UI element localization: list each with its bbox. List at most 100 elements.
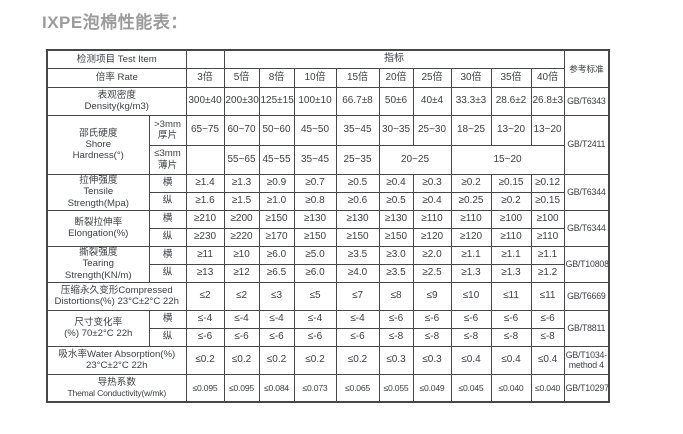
cell: ≤-8 — [490, 327, 532, 347]
label-zh: 导热系数 — [97, 377, 136, 389]
cell: ≤-6 — [185, 327, 225, 347]
cell: ≥1.4 — [185, 173, 225, 193]
cell: ≥6.0 — [293, 263, 337, 283]
cell: ≥200 — [223, 209, 260, 229]
cell: ≤0.3 — [378, 345, 414, 375]
label-en: Themal Conductivity(w/mk) — [67, 388, 167, 399]
cell-ref: GB/T1034- method 4 — [563, 345, 610, 375]
cell: 18~25 — [450, 114, 492, 146]
cell: ≤-6 — [258, 327, 295, 347]
cell: ≥10 — [223, 245, 260, 265]
cell: ≤0.073 — [293, 373, 337, 403]
cell: ≥150 — [335, 227, 380, 247]
cell: ≤0.4 — [490, 345, 532, 375]
cell: ≥210 — [185, 209, 225, 229]
cell: ≥2.0 — [412, 245, 452, 265]
label-line1: 吸水率Water Absorption(%) — [58, 348, 176, 360]
cell: ≤0.095 — [223, 373, 260, 403]
header-rate-40x: 40倍 — [530, 67, 565, 88]
cell: ≥3.0 — [378, 245, 414, 265]
cell: 125±15 — [258, 86, 295, 116]
cell: ≥170 — [258, 227, 295, 247]
cell: ≤0.4 — [530, 345, 565, 375]
cell: ≤2 — [185, 281, 225, 311]
cell: ≤-4 — [293, 309, 337, 329]
header-rate-30x: 30倍 — [450, 67, 492, 88]
row-label-tearing: 撕裂强度 Tearing Strength(KN/m) — [46, 245, 150, 283]
label-zh: 拉伸强度 — [79, 175, 118, 187]
cell: 300±40 — [185, 86, 225, 116]
cell: ≤-6 — [293, 327, 337, 347]
label-en: Strength(KN/m) — [64, 269, 132, 281]
label-line2: Distortions(%) 23°C±2°C 22h — [54, 296, 179, 307]
cell: ≤-6 — [530, 309, 565, 329]
cell: ≤-6 — [412, 309, 452, 329]
cell: ≥1.3 — [490, 263, 532, 283]
cell: ≤-6 — [335, 327, 380, 347]
label-en: Strength(Mpa) — [67, 197, 129, 209]
cell: 200±30 — [223, 86, 260, 116]
cell: ≤0.4 — [450, 345, 492, 375]
cell: ≤-6 — [450, 309, 492, 329]
cell: ≥1.2 — [530, 263, 565, 283]
header-test-item: 检测项目 Test Item — [46, 49, 187, 69]
label-en: Tensile — [83, 186, 114, 198]
cell: 25~30 — [412, 114, 452, 146]
cell: ≥110 — [412, 209, 452, 229]
cell: ≥0.5 — [335, 173, 380, 193]
page-title: IXPE泡棉性能表： — [42, 13, 188, 32]
sub-label-horizontal: 横 — [148, 173, 187, 193]
header-rate-35x: 35倍 — [490, 67, 532, 88]
cell-ref: GB/T10808 — [563, 245, 610, 283]
cell: ≤11 — [490, 281, 532, 311]
header-rate: 倍率 Rate — [46, 67, 187, 88]
cell: 33.3±3 — [450, 86, 492, 116]
table-row-tensile-v: 纵 ≥1.6 ≥1.5 ≥1.0 ≥0.8 ≥0.6 ≥0.5 ≥0.4 ≥0.… — [47, 191, 609, 211]
cell: ≤0.2 — [223, 345, 260, 375]
row-label-hardness: 邵氏硬度 Shore Hardness(°) — [46, 114, 150, 175]
cell: ≥1.3 — [450, 263, 492, 283]
cell: ≥1.1 — [490, 245, 532, 265]
cell: ≥110 — [490, 227, 532, 247]
cell: 25~35 — [335, 144, 380, 175]
cell: ≤-8 — [412, 327, 452, 347]
cell: ≤-4 — [185, 309, 225, 329]
cell: ≤0.045 — [450, 373, 492, 403]
cell-empty — [185, 49, 225, 69]
cell: ≥12 — [223, 263, 260, 283]
cell: ≥1.1 — [530, 245, 565, 265]
cell: ≤0.2 — [335, 345, 380, 375]
cell: ≥6.5 — [258, 263, 295, 283]
cell: ≤0.055 — [378, 373, 414, 403]
cell: ≥0.8 — [293, 191, 337, 211]
cell: ≤-6 — [223, 327, 260, 347]
cell: ≥3.5 — [378, 263, 414, 283]
cell: 13~20 — [530, 114, 565, 146]
cell: ≥0.9 — [258, 173, 295, 193]
cell: ≥130 — [335, 209, 380, 229]
label-zh: 表观密度 — [97, 89, 136, 101]
row-label-density: 表观密度 Density(kg/m3) — [46, 86, 187, 116]
cell: ≥0.7 — [293, 173, 337, 193]
table-row-tensile-h: 拉伸强度 Tensile Strength(Mpa) 横 ≥1.4 ≥1.3 ≥… — [46, 173, 610, 211]
sub-label-horizontal: 横 — [148, 245, 187, 265]
cell-ref: GB/T6344 — [563, 209, 610, 247]
cell-merged: 15~20 — [450, 144, 565, 175]
cell: ≤0.095 — [185, 373, 225, 403]
cell: ≥110 — [530, 227, 565, 247]
cell: ≥0.6 — [335, 191, 380, 211]
cell: 26.8±3 — [530, 86, 565, 116]
cell: ≥0.4 — [378, 173, 414, 193]
row-label-tensile: 拉伸强度 Tensile Strength(Mpa) — [46, 173, 150, 211]
sub-label-vertical: 纵 — [148, 327, 187, 347]
cell: ≤7 — [335, 281, 380, 311]
row-label-compression: 压缩永久变形Compressed Distortions(%) 23°C±2°C… — [46, 281, 187, 311]
table-row-header-1: 检测项目 Test Item 指标 参考标准 — [46, 49, 610, 88]
label-line2: 23°C±2°C 22h — [86, 360, 148, 371]
cell: 45~50 — [293, 114, 337, 146]
cell: ≤-8 — [450, 327, 492, 347]
cell: ≥130 — [293, 209, 337, 229]
sub-label-vertical: 纵 — [148, 191, 187, 211]
cell-merged: 20~25 — [378, 144, 452, 175]
cell: ≤3 — [258, 281, 295, 311]
